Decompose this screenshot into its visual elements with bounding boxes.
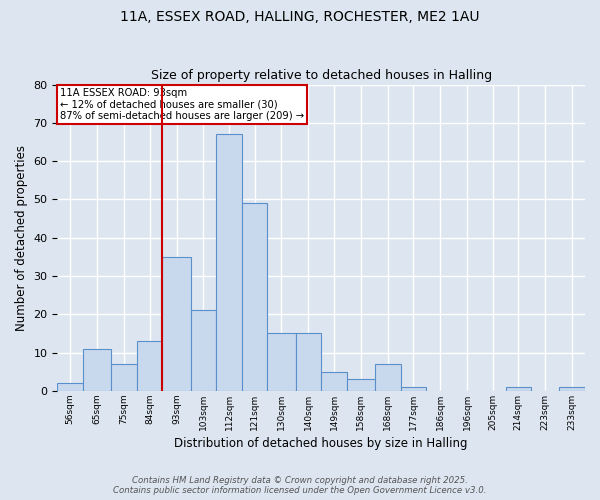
Bar bbox=[83, 349, 111, 391]
Bar bbox=[401, 387, 426, 391]
Bar bbox=[216, 134, 242, 391]
Bar bbox=[559, 387, 585, 391]
Bar bbox=[375, 364, 401, 391]
X-axis label: Distribution of detached houses by size in Halling: Distribution of detached houses by size … bbox=[175, 437, 468, 450]
Bar bbox=[111, 364, 137, 391]
Bar bbox=[506, 387, 531, 391]
Text: 11A ESSEX ROAD: 93sqm
← 12% of detached houses are smaller (30)
87% of semi-deta: 11A ESSEX ROAD: 93sqm ← 12% of detached … bbox=[60, 88, 304, 121]
Bar bbox=[137, 341, 163, 391]
Bar bbox=[58, 383, 83, 391]
Y-axis label: Number of detached properties: Number of detached properties bbox=[15, 144, 28, 330]
Text: Contains HM Land Registry data © Crown copyright and database right 2025.
Contai: Contains HM Land Registry data © Crown c… bbox=[113, 476, 487, 495]
Text: 11A, ESSEX ROAD, HALLING, ROCHESTER, ME2 1AU: 11A, ESSEX ROAD, HALLING, ROCHESTER, ME2… bbox=[120, 10, 480, 24]
Bar bbox=[163, 257, 191, 391]
Bar bbox=[296, 334, 321, 391]
Bar bbox=[321, 372, 347, 391]
Bar bbox=[347, 380, 375, 391]
Bar bbox=[268, 334, 296, 391]
Bar bbox=[242, 204, 268, 391]
Title: Size of property relative to detached houses in Halling: Size of property relative to detached ho… bbox=[151, 69, 492, 82]
Bar bbox=[191, 310, 216, 391]
